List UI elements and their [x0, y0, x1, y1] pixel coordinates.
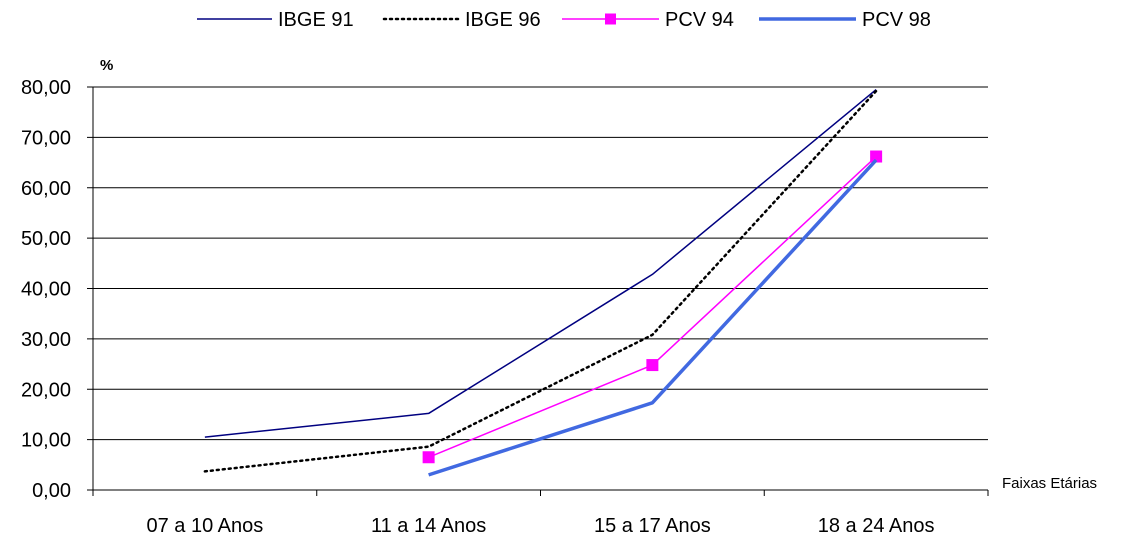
legend-label: IBGE 91 [278, 9, 354, 31]
x-tick-label: 15 a 17 Anos [594, 515, 711, 537]
grid-lines [93, 86, 988, 441]
data-point-marker [422, 451, 435, 464]
x-tick-label: 18 a 24 Anos [818, 515, 935, 537]
y-tick-label: 80,00 [21, 77, 71, 99]
y-tick-label: 0,00 [32, 480, 71, 502]
series [203, 88, 883, 477]
series-line [204, 88, 877, 438]
series-line [203, 89, 878, 473]
y-tick-label: 70,00 [21, 127, 71, 149]
legend-label: IBGE 96 [465, 9, 541, 31]
x-axis-label: Faixas Etárias [1002, 475, 1097, 492]
y-tick-label: 40,00 [21, 279, 71, 301]
y-tick-label: 50,00 [21, 228, 71, 250]
y-tick-label: 20,00 [21, 379, 71, 401]
y-tick-label: 30,00 [21, 329, 71, 351]
x-tick-label: 11 a 14 Anos [371, 515, 486, 537]
axes: 0,00 10,00 20,00 30,00 40,00 50,00 60,00 70,00 8… [21, 77, 989, 537]
legend-marker [605, 13, 616, 25]
y-axis-label: % [100, 57, 113, 74]
data-point-marker [646, 359, 659, 372]
y-tick-label: 60,00 [21, 178, 71, 200]
series-line [428, 158, 878, 477]
legend-label: PCV 98 [862, 9, 931, 31]
x-tick-label: 07 a 10 Anos [146, 515, 263, 537]
y-tick-label: 10,00 [21, 430, 71, 452]
legend: IBGE 91 IBGE 96 PCV 94 PCV 98 [197, 9, 931, 31]
legend-label: PCV 94 [665, 9, 734, 31]
